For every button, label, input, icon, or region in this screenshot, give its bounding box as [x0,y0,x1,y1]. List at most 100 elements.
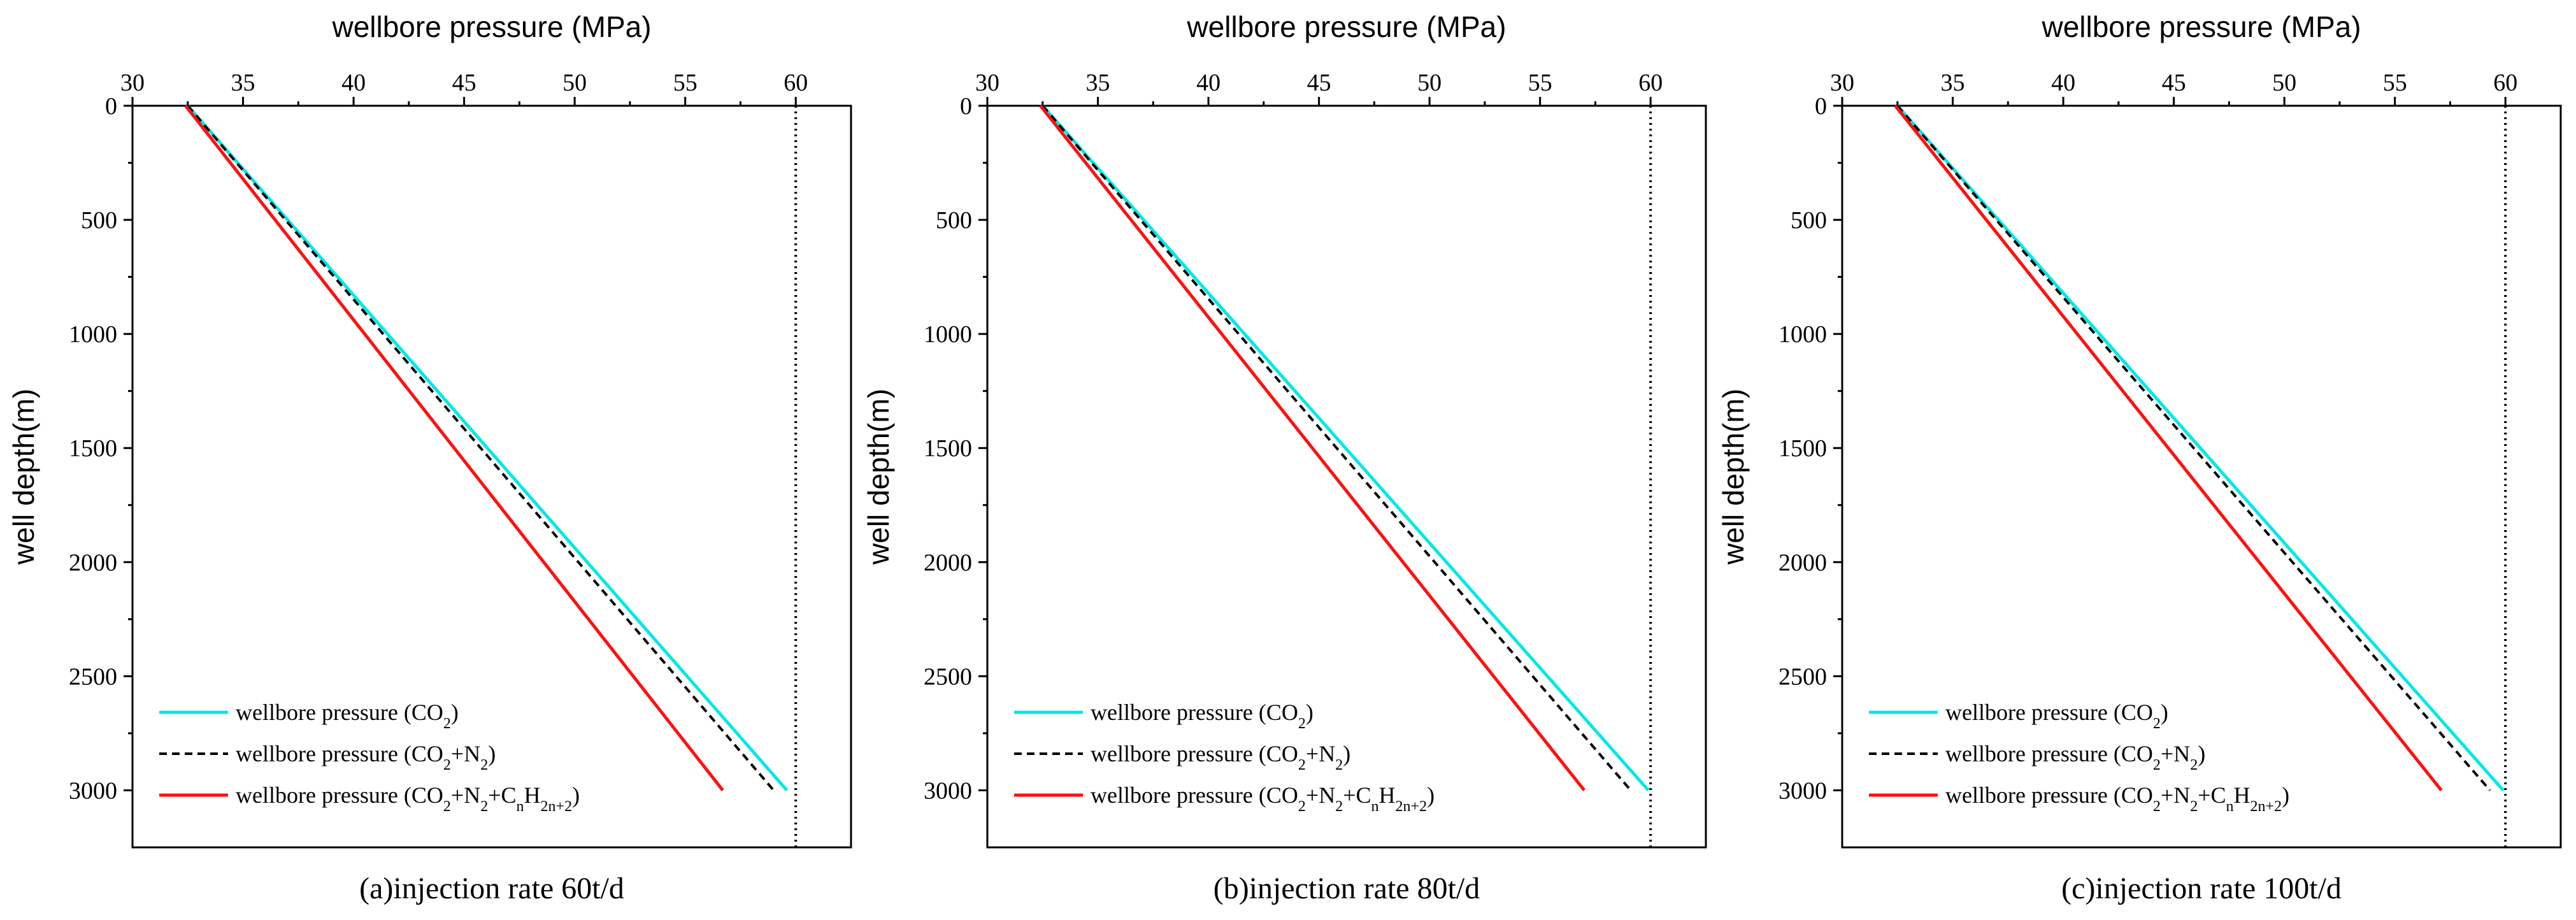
legend-label-subscript: 2 [2153,757,2161,773]
series-line-co2-n2-cnh [184,104,724,792]
legend-label-part: ) [572,782,580,808]
legend-label-subscript: 2 [1335,798,1343,815]
plot-frame [986,104,1707,849]
legend-label-part: +N [2161,782,2190,808]
y-tick-label: 1500 [69,435,117,462]
legend-label: wellbore pressure (CO2+N2+CnH2n+2) [1091,782,1435,815]
legend-label: wellbore pressure (CO2+N2) [1091,741,1350,773]
y-tick-label: 1000 [1778,321,1827,348]
legend-label-part: wellbore pressure (CO [1945,741,2153,766]
legend: wellbore pressure (CO2)wellbore pressure… [1869,700,2289,815]
x-tick-label: 40 [1196,69,1220,96]
panel-caption: (a)injection rate 60t/d [359,872,624,905]
legend-label-subscript: 2 [443,798,451,815]
series-line-co2-n2 [1896,104,2491,791]
legend-label-subscript: 2 [1298,715,1306,732]
y-tick-label: 0 [105,93,117,120]
legend-label-part: H [2234,782,2250,808]
series-line-co2 [186,104,789,792]
panel-caption: (b)injection rate 80t/d [1213,872,1480,905]
legend-label: wellbore pressure (CO2+N2+CnH2n+2) [236,782,580,815]
x-tick-label: 30 [1830,69,1854,96]
series-line-co2 [1896,104,2505,792]
x-tick-label: 30 [120,69,145,96]
legend-label-part: +N [451,741,480,766]
x-tick-label: 60 [2493,69,2517,96]
x-tick-label: 35 [231,69,255,96]
x-axis-title: wellbore pressure (MPa) [1186,10,1506,43]
series-line-co2 [1041,104,1650,792]
x-tick-label: 35 [1941,69,1965,96]
x-tick-label: 45 [452,69,476,96]
legend-label-part: wellbore pressure (CO [236,741,443,766]
legend-label-part: +N [451,782,480,808]
y-tick-label: 2500 [1778,663,1827,690]
legend-label-part: +C [2198,782,2226,808]
legend-label-part: ) [1306,700,1313,725]
series-line-co2-n2 [187,104,775,791]
series-line-co2-n2 [1041,104,1632,791]
legend-label-part: +N [1306,741,1335,766]
series-line-co2-n2-cnh [1039,104,1586,792]
y-tick-label: 2000 [69,549,117,576]
legend-label-subscript: 2 [480,757,488,773]
legend-label-subscript: n [2226,798,2234,815]
legend-label: wellbore pressure (CO2+N2+CnH2n+2) [1945,782,2289,815]
series-line-co2-n2-cnh [1894,104,2443,792]
legend-label-subscript: 2 [1298,757,1306,773]
x-axis-title: wellbore pressure (MPa) [331,10,651,43]
legend-label-subscript: 2n+2 [2250,798,2282,815]
y-tick-label: 500 [936,207,972,234]
legend-label-part: wellbore pressure (CO [236,700,443,725]
x-tick-label: 60 [784,69,808,96]
x-tick-label: 50 [1417,69,1442,96]
legend-label-part: wellbore pressure (CO [1091,782,1298,808]
legend-label-subscript: 2 [2190,757,2198,773]
x-tick-label: 50 [2272,69,2296,96]
legend-label: wellbore pressure (CO2) [1945,700,2168,732]
legend-label-subscript: n [1371,798,1379,815]
legend-label-part: wellbore pressure (CO [1091,741,1298,766]
legend-label-part: wellbore pressure (CO [1945,782,2153,808]
x-tick-label: 60 [1638,69,1663,96]
x-tick-label: 45 [1307,69,1331,96]
x-tick-label: 55 [1528,69,1552,96]
legend-label-subscript: 2n+2 [541,798,573,815]
legend: wellbore pressure (CO2)wellbore pressure… [159,700,580,815]
legend-label-part: ) [1343,741,1350,766]
y-tick-label: 3000 [69,777,117,804]
x-tick-label: 30 [975,69,999,96]
legend-label-subscript: 2 [2153,715,2161,732]
x-axis-title: wellbore pressure (MPa) [2041,10,2361,43]
legend-label-part: H [524,782,541,808]
legend-label-subscript: 2 [1335,757,1343,773]
y-axis-title: well depth(m) [7,389,40,565]
legend-label-part: +N [1306,782,1335,808]
legend-label-subscript: 2 [480,798,488,815]
legend-label-subscript: 2 [443,757,451,773]
legend-label-part: ) [1427,782,1435,808]
x-tick-label: 50 [562,69,587,96]
legend-label-part: wellbore pressure (CO [236,782,443,808]
x-tick-label: 55 [2383,69,2407,96]
x-tick-label: 45 [2162,69,2186,96]
plot-frame [131,104,852,849]
y-tick-label: 2500 [69,663,117,690]
y-tick-label: 1000 [924,321,972,348]
legend-label-part: wellbore pressure (CO [1091,700,1298,725]
x-tick-label: 35 [1086,69,1110,96]
y-axis-title: well depth(m) [1717,389,1750,565]
legend-label-subscript: n [517,798,524,815]
y-tick-label: 1500 [1778,435,1827,462]
legend-label-part: ) [488,741,496,766]
legend-label: wellbore pressure (CO2+N2) [1945,741,2205,773]
legend-label-part: H [1379,782,1396,808]
legend-label: wellbore pressure (CO2) [236,700,459,732]
legend-label-subscript: 2 [2190,798,2198,815]
y-tick-label: 0 [960,93,972,120]
legend-label-part: ) [451,700,459,725]
panel-caption: (c)injection rate 100t/d [2061,872,2342,905]
x-tick-label: 55 [673,69,698,96]
legend-label-part: ) [2198,741,2205,766]
